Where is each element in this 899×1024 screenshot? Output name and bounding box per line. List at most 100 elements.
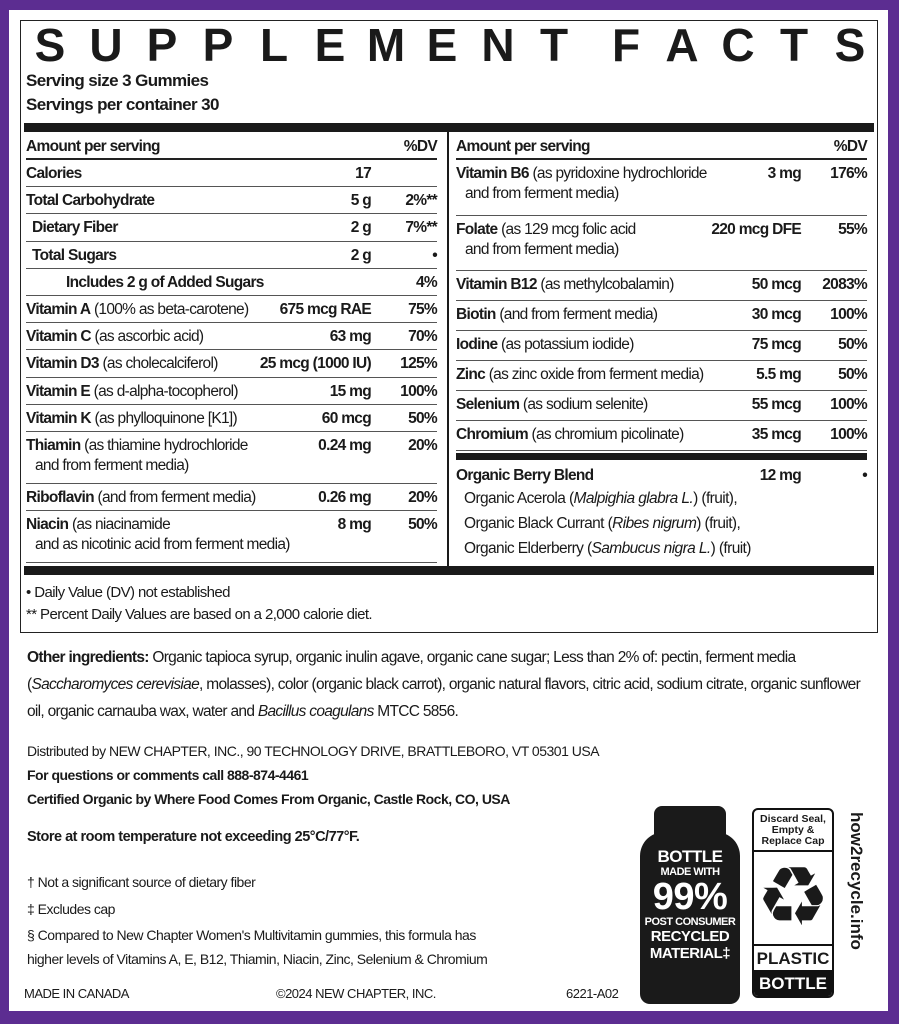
title-letter: U [89,19,123,71]
label-text-block: Other ingredients: Organic tapioca syrup… [27,644,872,971]
recycle-icon: ♻ [756,852,830,943]
nutrient-source: (as sodium selenite) [522,396,648,413]
nutrient-row: Vitamin B12 (as methylcobalamin) 50 mcg 20… [456,271,868,301]
nutrient-name: Includes 2 g of Added Sugars [66,273,264,291]
copyright: ©2024 NEW CHAPTER, INC. [276,986,436,1001]
title-letter: T [539,19,569,71]
title-letter: C [721,19,755,71]
badge-bottle: BOTTLE [657,847,724,866]
nutrient-name-cell: Vitamin A (100% as beta-carotene) [26,300,272,320]
footnote-calorie: ** Percent Daily Values are based on a 2… [26,606,373,623]
nutrient-row: Chromium (as chromium picolinate) 35 mcg 1… [456,421,868,451]
nutrient-name-cell: Calories [26,164,347,184]
nutrient-amount: 30 mcg [751,306,802,323]
nutrient-name-cell: Chromium (as chromium picolinate) [456,425,744,445]
nutrient-name-cell: Biotin (and from ferment media) [456,305,744,325]
nutrient-source: (and from ferment media) [499,306,658,323]
nutrient-amount: 60 mcg [321,409,372,427]
title-letter: E [426,19,458,71]
nutrient-name: Vitamin E [26,382,91,400]
recycle-type: BOTTLE [754,970,832,996]
ingredient-name: Organic Black Currant ( [464,515,613,532]
nutrient-name: Vitamin A [26,300,91,318]
nutrient-name-cell: Selenium (as sodium selenite) [456,395,744,415]
footnote-dv: • Daily Value (DV) not established [26,584,230,601]
nutrient-name: Folate [456,220,498,238]
ingredient-text: MTCC 5856. [373,703,459,720]
note-compare: § Compared to New Chapter Women's Multiv… [27,927,476,943]
nutrient-name-cell: Zinc (as zinc oxide from ferment media) [456,365,748,385]
nutrient-dv: 2%** [405,192,437,210]
column-header: Amount per serving %DV [456,134,868,160]
nutrient-row: Total Carbohydrate 5 g 2%** [26,187,438,215]
nutrient-amount: 15 mg [329,382,372,400]
nutrient-row: Dietary Fiber 2 g 7%** [26,214,438,242]
nutrient-name-cell: Vitamin C (as ascorbic acid) [26,327,322,347]
nutrient-source: (and from ferment media) [97,488,257,506]
note-cap: ‡ Excludes cap [27,901,115,917]
nutrient-name-cell: Vitamin B6 (as pyridoxine hydrochloride a… [456,164,760,204]
nutrient-amount: 50 mcg [751,276,802,293]
title-letter: S [834,19,866,71]
nutrient-source: (as thiamine hydrochloride [84,436,248,454]
nutrient-name: Total Sugars [32,246,117,264]
nutrient-name-cell: Vitamin E (as d-alpha-tocopherol) [26,382,322,402]
nutrient-dv: 50% [408,409,438,427]
title-letter: S [34,19,66,71]
nutrient-name: Dietary Fiber [32,219,118,237]
certification: Certified Organic by Where Food Comes Fr… [27,791,510,807]
nutrient-source: (as 129 mcg folic acid [501,220,636,238]
nutrient-amount: 63 mg [329,328,372,346]
title-letter: L [259,19,289,71]
nutrient-name-cell: Niacin (as niacinamide and as nicotinic a… [26,515,330,555]
nutrient-dv: 70% [408,328,438,346]
divider-thick [24,123,874,132]
storage: Store at room temperature not exceeding … [27,829,360,845]
nutrient-name-cell: Vitamin D3 (as cholecalciferol) [26,354,252,374]
nutrient-name: Riboflavin [26,488,95,506]
nutrient-row: Thiamin (as thiamine hydrochloride and fr… [26,432,438,484]
title-letter: F [611,19,641,71]
nutrient-name: Iodine [456,336,498,353]
nutrient-source-cont: and from ferment media) [35,456,189,474]
nutrient-source: (as zinc oxide from ferment media) [488,366,705,383]
nutrient-dv: 100% [830,306,868,323]
header-dv: %DV [833,138,868,155]
badge-material: MATERIAL‡ [649,945,731,962]
title-letter: M [366,19,406,71]
header-amount: Amount per serving [456,138,591,155]
header-dv: %DV [403,138,438,155]
nutrient-amount: 5.5 mg [756,366,802,383]
nutrient-row: Biotin (and from ferment media) 30 mcg 100… [456,301,868,331]
nutrient-source-cont: and from ferment media) [465,185,619,202]
nutrient-name-cell: Dietary Fiber [26,218,343,238]
nutrient-row: Folate (as 129 mcg folic acid and from fe… [456,216,868,271]
nutrient-name: Vitamin K [26,409,92,427]
nutrient-amount: 2 g [350,219,372,237]
nutrient-row: Vitamin D3 (as cholecalciferol) 25 mcg (1… [26,350,438,378]
nutrient-source: (as potassium iodide) [501,336,634,353]
divider-thick [24,566,874,575]
ingredient-part: ) (fruit), [693,490,738,507]
nutrient-source-cont: and as nicotinic acid from ferment media… [35,536,290,554]
nutrient-name: Vitamin D3 [26,355,100,373]
title-letter: P [202,19,234,71]
nutrient-row: Vitamin K (as phylloquinone [K1]) 60 mcg 5… [26,405,438,432]
nutrient-dv: • [432,246,437,264]
nutrient-name-cell: Folate (as 129 mcg folic acid and from fe… [456,220,703,260]
title-letter: A [665,19,699,71]
nutrient-row: Zinc (as zinc oxide from ferment media) 5… [456,361,868,391]
nutrient-row: Vitamin A (100% as beta-carotene) 675 mcg… [26,296,438,324]
ingredient-text: Organic tapioca syrup, organic inulin ag… [27,649,796,693]
nutrient-dv: 7%** [405,219,437,237]
product-code: 6221-A02 [566,986,619,1001]
note-compare-2: higher levels of Vitamins A, E, B12, Thi… [27,951,488,967]
nutrient-amount: 0.24 mg [318,436,372,454]
ingredient-part: ) (fruit) [710,540,752,557]
nutrient-row: Iodine (as potassium iodide) 75 mcg 50% [456,331,868,361]
title-letter: N [481,19,515,71]
nutrient-source: (as ascorbic acid) [94,328,205,346]
ingredient-text: Saccharomyces cerevisiae [31,676,200,693]
nutrient-dv: 20% [408,436,438,454]
